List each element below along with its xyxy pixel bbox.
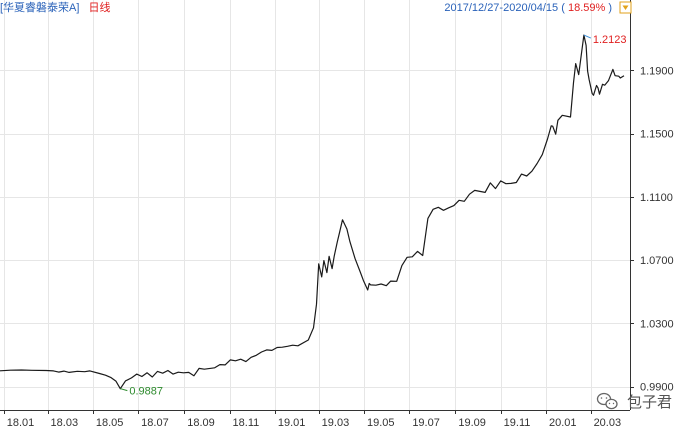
- watermark: 包子君: [596, 392, 672, 411]
- max-pointer: [583, 34, 592, 39]
- x-tick-label-7: 19.03: [322, 417, 350, 429]
- y-tick-label-5: 1.1900: [640, 65, 674, 77]
- range-text: 2017/12/27-2020/04/15: [444, 2, 558, 14]
- period-label: 日线: [89, 0, 111, 14]
- x-tick-label-0: 18.01: [7, 417, 35, 429]
- y-tick-label-3: 1.1100: [640, 192, 673, 204]
- y-axis-ticks: 0.9900 1.0300 1.0700 1.1100 1.1500 1.1900: [630, 65, 674, 394]
- x-tick-label-1: 18.03: [51, 417, 79, 429]
- range-close-paren: ): [608, 2, 612, 14]
- x-tick-label-9: 19.07: [412, 417, 440, 429]
- x-tick-label-12: 20.01: [549, 417, 577, 429]
- chevron-down-icon: [622, 5, 629, 10]
- x-tick-label-13: 20.03: [594, 417, 622, 429]
- nav-series-line-0: [0, 34, 625, 390]
- min-value-label: 0.9887: [129, 386, 163, 398]
- series-layer: [0, 34, 625, 390]
- change-text: 18.59%: [568, 2, 606, 14]
- y-tick-label-1: 1.0300: [640, 318, 674, 330]
- watermark-text: 包子君: [627, 394, 672, 411]
- wechat-icon: [596, 392, 618, 410]
- dropdown-button[interactable]: [619, 1, 632, 14]
- max-value-label: 1.2123: [593, 34, 627, 46]
- grid: [0, 0, 630, 410]
- x-tick-label-8: 19.05: [367, 417, 395, 429]
- x-tick-label-4: 18.09: [187, 417, 215, 429]
- x-tick-label-11: 19.11: [504, 417, 531, 429]
- x-tick-label-5: 18.11: [233, 417, 260, 429]
- y-tick-label-0: 0.9900: [640, 382, 674, 394]
- annotations: 1.2123 0.9887: [120, 34, 627, 398]
- x-tick-label-3: 18.07: [141, 417, 169, 429]
- x-tick-label-2: 18.05: [96, 417, 124, 429]
- axes: [0, 0, 631, 411]
- x-tick-label-10: 19.09: [458, 417, 486, 429]
- min-pointer: [120, 388, 128, 392]
- y-tick-label-2: 1.0700: [640, 255, 674, 267]
- range-open-paren: (: [561, 2, 565, 14]
- header-right: 2017/12/27-2020/04/15 ( 18.59% ): [444, 2, 612, 14]
- fund-label: [华夏睿磐泰荣A]: [0, 0, 79, 14]
- x-tick-label-6: 19.01: [278, 417, 306, 429]
- header-left: [华夏睿磐泰荣A] 日线: [0, 0, 111, 14]
- x-axis-ticks: 18.01 18.03 18.05 18.07 18.09 18.11 19.01 19.03…: [4, 410, 622, 429]
- y-tick-label-4: 1.1500: [640, 129, 674, 141]
